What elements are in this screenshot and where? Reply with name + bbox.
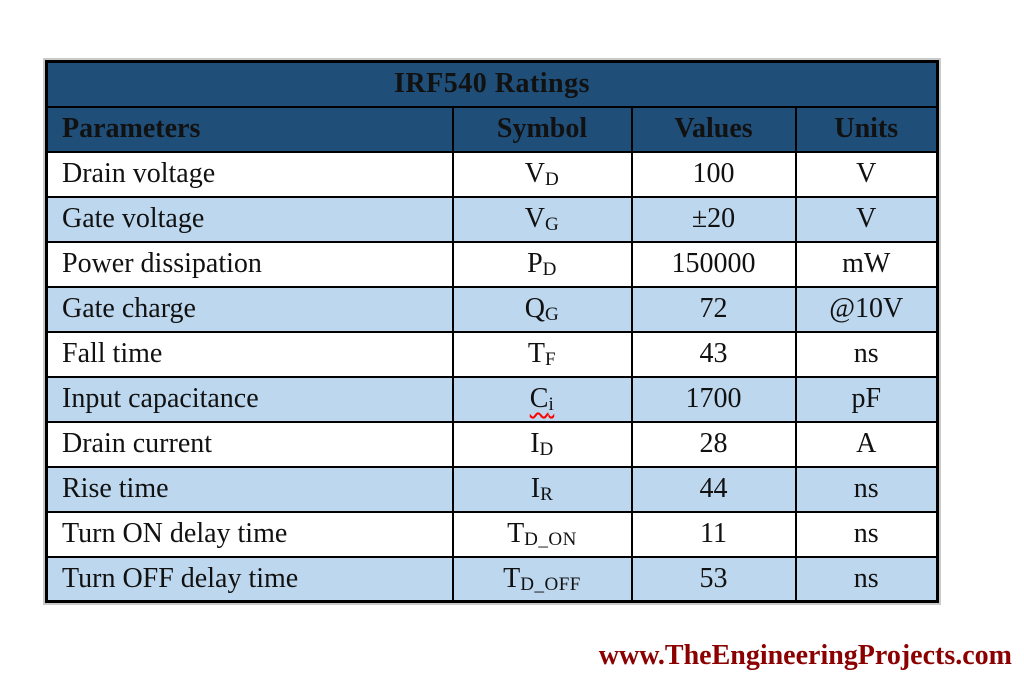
column-header-parameters: Parameters (45, 105, 454, 153)
irf540-ratings-table: IRF540 Ratings Parameters Symbol Values … (45, 60, 940, 603)
symbol-cell: TD_ON (451, 510, 633, 558)
symbol-with-spellcheck-underline: Ci (529, 383, 555, 416)
symbol: IR (530, 473, 554, 506)
unit-cell: ns (794, 465, 939, 513)
value-cell: 1700 (630, 375, 797, 423)
value-cell: 72 (630, 285, 797, 333)
value-cell: 150000 (630, 240, 797, 288)
table-row: Turn OFF delay time TD_OFF 53 ns (45, 555, 939, 603)
symbol-cell: QG (451, 285, 633, 333)
parameter-cell: Rise time (45, 465, 454, 513)
unit-cell: mW (794, 240, 939, 288)
table-row: Gate voltage VG ±20 V (45, 195, 939, 243)
column-header-units: Units (794, 105, 939, 153)
unit-cell: V (794, 195, 939, 243)
symbol-cell: Ci (451, 375, 633, 423)
table-row: Rise time IR 44 ns (45, 465, 939, 513)
value-cell: 28 (630, 420, 797, 468)
column-header-values: Values (630, 105, 797, 153)
symbol-cell: TD_OFF (451, 555, 633, 603)
parameter-cell: Turn OFF delay time (45, 555, 454, 603)
parameter-cell: Turn ON delay time (45, 510, 454, 558)
symbol: PD (527, 248, 557, 281)
parameter-cell: Gate voltage (45, 195, 454, 243)
table-header-row: Parameters Symbol Values Units (45, 105, 939, 153)
table-row: Drain current ID 28 A (45, 420, 939, 468)
unit-cell: V (794, 150, 939, 198)
unit-cell: A (794, 420, 939, 468)
table-title: IRF540 Ratings (45, 60, 939, 108)
website-watermark: www.TheEngineeringProjects.com (598, 640, 1012, 671)
parameter-cell: Input capacitance (45, 375, 454, 423)
parameter-cell: Drain current (45, 420, 454, 468)
unit-cell: pF (794, 375, 939, 423)
table-row: Power dissipation PD 150000 mW (45, 240, 939, 288)
value-cell: 43 (630, 330, 797, 378)
symbol: QG (524, 293, 560, 326)
value-cell: 11 (630, 510, 797, 558)
symbol-cell: TF (451, 330, 633, 378)
symbol: ID (530, 428, 554, 461)
table-title-row: IRF540 Ratings (45, 60, 939, 108)
value-cell: ±20 (630, 195, 797, 243)
table-row: Input capacitance Ci 1700 pF (45, 375, 939, 423)
unit-cell: @10V (794, 285, 939, 333)
column-header-symbol: Symbol (451, 105, 633, 153)
unit-cell: ns (794, 555, 939, 603)
symbol-cell: PD (451, 240, 633, 288)
symbol: TD_ON (507, 518, 577, 551)
symbol-cell: IR (451, 465, 633, 513)
unit-cell: ns (794, 510, 939, 558)
parameter-cell: Fall time (45, 330, 454, 378)
value-cell: 53 (630, 555, 797, 603)
symbol-cell: VG (451, 195, 633, 243)
table-row: Drain voltage VD 100 V (45, 150, 939, 198)
symbol: TD_OFF (503, 562, 581, 596)
value-cell: 100 (630, 150, 797, 198)
unit-cell: ns (794, 330, 939, 378)
parameter-cell: Drain voltage (45, 150, 454, 198)
symbol: VG (524, 203, 560, 236)
table-row: Fall time TF 43 ns (45, 330, 939, 378)
parameter-cell: Power dissipation (45, 240, 454, 288)
table-row: Turn ON delay time TD_ON 11 ns (45, 510, 939, 558)
symbol: TF (527, 338, 557, 371)
value-cell: 44 (630, 465, 797, 513)
table-row: Gate charge QG 72 @10V (45, 285, 939, 333)
symbol-cell: ID (451, 420, 633, 468)
parameter-cell: Gate charge (45, 285, 454, 333)
symbol-cell: VD (451, 150, 633, 198)
symbol: VD (524, 158, 560, 191)
